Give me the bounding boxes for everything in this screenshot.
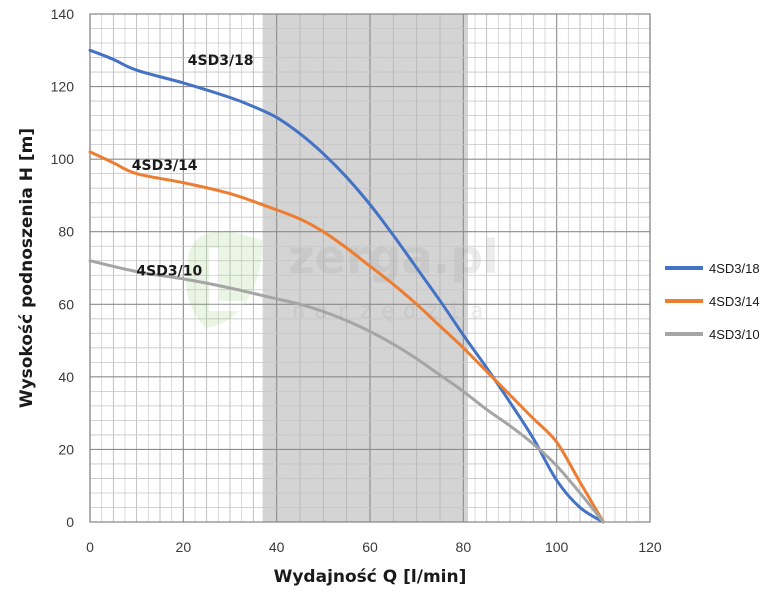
x-axis-ticks: 0 20 40 60 80 100 120 — [86, 539, 662, 555]
x-tick-label: 120 — [638, 539, 662, 555]
y-tick-label: 80 — [58, 224, 74, 240]
curve-label-2: 4SD3/14 — [132, 158, 198, 174]
curve-label-1: 4SD3/18 — [188, 53, 254, 69]
operating-range-rect — [262, 14, 468, 522]
x-tick-label: 40 — [269, 539, 285, 555]
watermark-logo-icon — [186, 231, 263, 328]
x-tick-label: 20 — [176, 539, 192, 555]
y-tick-label: 120 — [51, 79, 75, 95]
curve-label-3: 4SD3/10 — [136, 263, 202, 279]
watermark-brand: zerga.pl — [288, 230, 499, 284]
x-tick-label: 100 — [545, 539, 569, 555]
y-tick-label: 0 — [66, 514, 74, 530]
y-tick-label: 100 — [51, 151, 75, 167]
y-tick-label: 140 — [51, 6, 75, 22]
x-tick-label: 60 — [362, 539, 378, 555]
watermark: zerga.pl narzędzia — [186, 230, 499, 328]
plot-frame — [89, 13, 651, 523]
series-line-2 — [88, 150, 605, 524]
x-tick-label: 0 — [86, 539, 94, 555]
series-lines — [88, 48, 605, 524]
x-axis-title: Wydajność Q [l/min] — [274, 567, 467, 587]
y-tick-label: 60 — [58, 296, 74, 312]
legend-label: 4SD3/18 — [709, 261, 760, 276]
y-tick-label: 20 — [58, 441, 74, 457]
legend-label: 4SD3/10 — [709, 327, 760, 342]
y-axis-title: Wysokość podnoszenia H [m] — [17, 128, 37, 408]
legend: 4SD3/18 4SD3/14 4SD3/10 — [665, 261, 760, 342]
y-tick-label: 40 — [58, 369, 74, 385]
y-axis-ticks: 0 20 40 60 80 100 120 140 — [51, 6, 75, 530]
series-line-3 — [88, 259, 605, 524]
legend-label: 4SD3/14 — [709, 294, 760, 309]
x-tick-label: 80 — [456, 539, 472, 555]
operating-range-band — [262, 14, 468, 522]
series-line-1 — [88, 48, 605, 524]
curve-labels: 4SD3/18 4SD3/14 4SD3/10 — [132, 53, 254, 279]
